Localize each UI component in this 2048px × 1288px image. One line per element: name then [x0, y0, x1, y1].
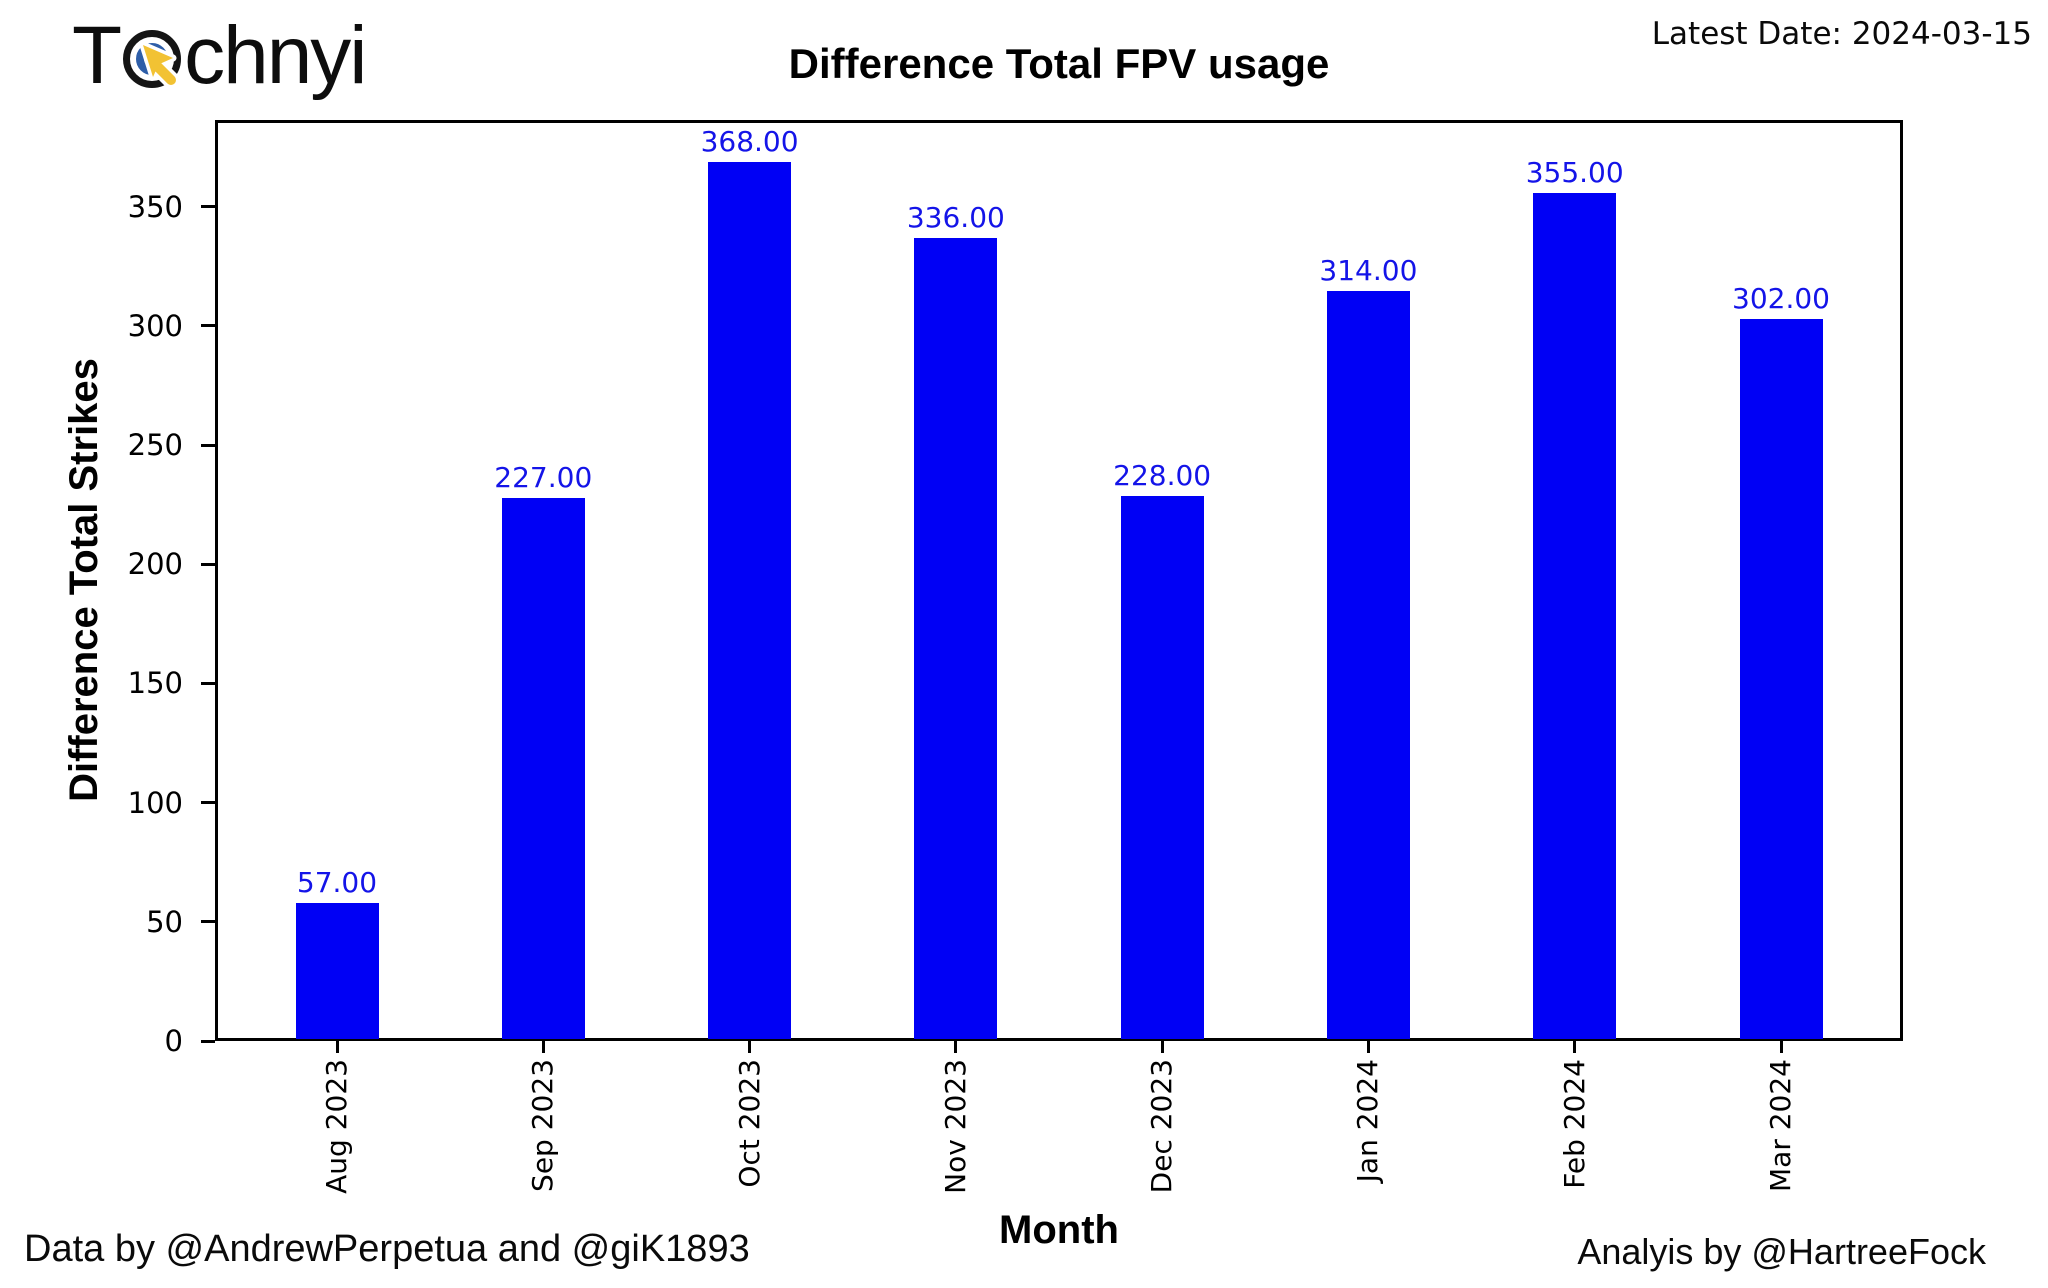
y-tick-label: 150: [127, 666, 183, 701]
x-tick-label: Feb 2024: [1557, 1059, 1591, 1189]
y-tick-mark: [201, 920, 215, 924]
bar-value-label: 57.00: [296, 866, 378, 900]
x-tick-label: Mar 2024: [1764, 1059, 1797, 1192]
brand-logo: T chnyi: [72, 8, 368, 104]
y-tick-mark: [201, 681, 215, 685]
bar-oct-2023: [708, 161, 792, 1039]
bar-value-label: 228.00: [1113, 458, 1212, 492]
bar-jan-2024: [1326, 290, 1410, 1039]
x-tick-mark: [335, 1041, 339, 1053]
plot-area: [215, 120, 1903, 1041]
y-tick-label: 100: [127, 785, 183, 820]
y-tick-mark: [201, 443, 215, 447]
x-axis-label: Month: [999, 1208, 1119, 1252]
y-tick-mark: [201, 205, 215, 209]
latest-date-label: Latest Date: 2024-03-15: [1651, 16, 2032, 52]
bar-dec-2023: [1120, 495, 1204, 1039]
y-tick-label: 50: [146, 904, 183, 939]
target-outer-ring: [123, 30, 182, 88]
x-tick-label: Aug 2023: [320, 1059, 353, 1194]
bar-value-label: 227.00: [494, 460, 593, 494]
bar-value-label: 314.00: [1319, 253, 1418, 287]
logo-text-end: chnyi: [184, 10, 367, 101]
y-tick-label: 300: [127, 308, 183, 343]
x-tick-mark: [1779, 1041, 1783, 1053]
bar-value-label: 302.00: [1732, 282, 1830, 316]
y-tick-label: 0: [164, 1024, 183, 1058]
data-credit: Data by @AndrewPerpetua and @giK1893: [24, 1228, 750, 1270]
x-tick-mark: [1366, 1041, 1370, 1053]
bar-sep-2023: [501, 497, 585, 1039]
x-tick-mark: [1160, 1041, 1164, 1053]
chart-title: Difference Total FPV usage: [788, 40, 1330, 87]
x-tick-label: Dec 2023: [1145, 1059, 1179, 1194]
bar-feb-2024: [1533, 192, 1617, 1039]
bar-value-label: 355.00: [1525, 155, 1624, 189]
x-tick-label: Oct 2023: [732, 1059, 766, 1188]
x-tick-mark: [954, 1041, 958, 1053]
y-tick-mark: [201, 562, 215, 566]
logo-text-start: T: [72, 10, 122, 101]
x-tick-label: Nov 2023: [938, 1059, 972, 1194]
click-target-icon: [123, 30, 182, 89]
x-tick-label: Jan 2024: [1351, 1059, 1385, 1183]
bar-value-label: 336.00: [906, 201, 1005, 235]
y-tick-label: 200: [127, 547, 183, 582]
analysis-credit: Analyis by @HartreeFock: [1577, 1231, 1986, 1272]
x-tick-mark: [748, 1041, 752, 1053]
x-tick-mark: [1573, 1041, 1577, 1053]
bar-mar-2024: [1739, 319, 1823, 1039]
cursor-arrow-icon: [139, 43, 180, 89]
y-tick-mark: [201, 801, 215, 805]
bar-nov-2023: [914, 238, 998, 1039]
y-tick-label: 350: [127, 189, 183, 224]
y-tick-mark: [201, 324, 215, 328]
x-tick-mark: [541, 1041, 545, 1053]
y-tick-label: 250: [127, 428, 183, 463]
bar-aug-2023: [295, 903, 379, 1039]
bar-value-label: 368.00: [700, 124, 799, 158]
y-tick-mark: [201, 1039, 215, 1043]
x-tick-label: Sep 2023: [526, 1059, 560, 1192]
